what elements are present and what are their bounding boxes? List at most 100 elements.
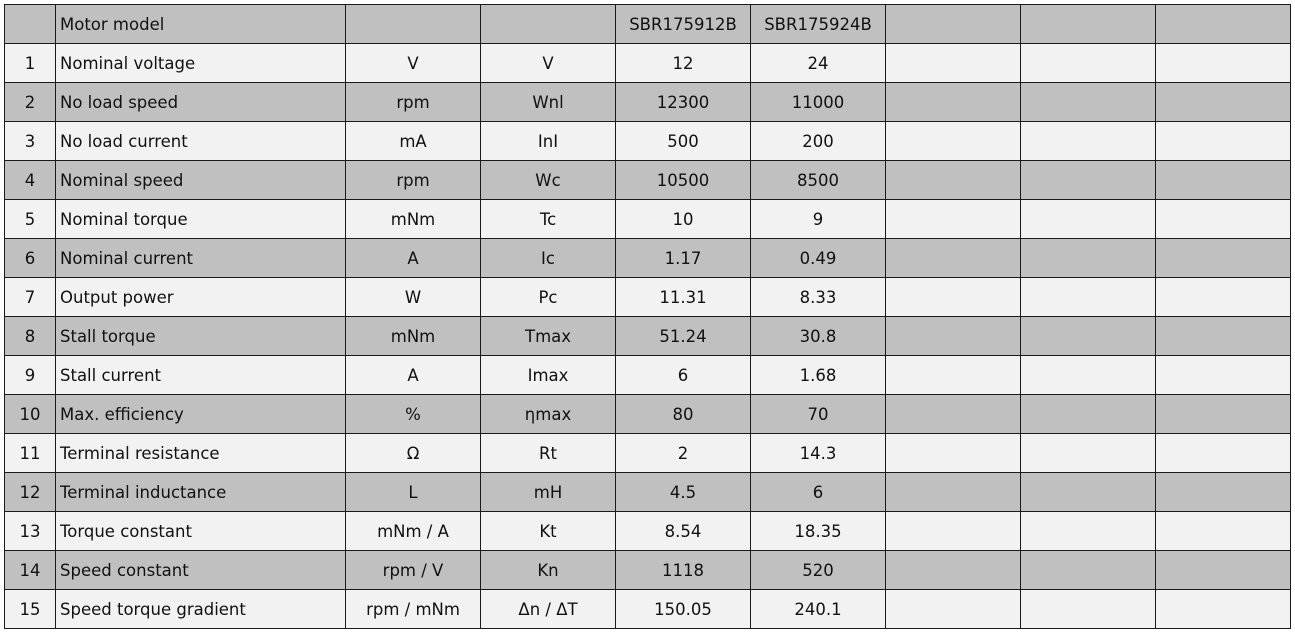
value-model-1: 500 — [615, 121, 751, 161]
value-model-2: 8500 — [750, 160, 886, 200]
symbol: Rt — [480, 433, 616, 473]
empty-cell — [1155, 394, 1291, 434]
model-header: SBR175912B — [615, 4, 751, 44]
empty-cell — [1155, 316, 1291, 356]
empty-cell — [1020, 277, 1156, 317]
symbol: InI — [480, 121, 616, 161]
row-number: 7 — [4, 277, 56, 317]
unit: Ω — [345, 433, 481, 473]
empty-cell — [885, 550, 1021, 590]
empty-cell — [1020, 82, 1156, 122]
parameter-name: Stall current — [55, 355, 346, 395]
empty-cell — [1020, 589, 1156, 629]
value-model-2: 8.33 — [750, 277, 886, 317]
unit: mA — [345, 121, 481, 161]
row-number: 5 — [4, 199, 56, 239]
parameter-name: Nominal voltage — [55, 43, 346, 83]
empty-cell — [885, 199, 1021, 239]
row-number: 12 — [4, 472, 56, 512]
empty-cell — [1155, 589, 1291, 629]
unit: rpm / mNm — [345, 589, 481, 629]
header-row: Motor model SBR175912B SBR175924B — [4, 4, 1291, 44]
empty-cell — [1020, 121, 1156, 161]
value-model-1: 11.31 — [615, 277, 751, 317]
empty-cell — [1020, 511, 1156, 551]
parameter-name: Speed torque gradient — [55, 589, 346, 629]
empty-cell — [1155, 43, 1291, 83]
value-model-1: 10500 — [615, 160, 751, 200]
value-model-1: 150.05 — [615, 589, 751, 629]
table-row: 6 Nominal current A Ic 1.17 0.49 — [4, 238, 1291, 278]
empty-cell — [1155, 160, 1291, 200]
unit: V — [345, 43, 481, 83]
empty-cell — [1020, 433, 1156, 473]
unit-header — [345, 4, 481, 44]
empty-cell — [1020, 160, 1156, 200]
empty-cell — [885, 238, 1021, 278]
index-header — [4, 4, 56, 44]
parameter-name: Nominal speed — [55, 160, 346, 200]
row-number: 15 — [4, 589, 56, 629]
symbol: mH — [480, 472, 616, 512]
empty-cell — [1020, 4, 1156, 44]
value-model-1: 1.17 — [615, 238, 751, 278]
table-row: 7 Output power W Pc 11.31 8.33 — [4, 277, 1291, 317]
value-model-1: 51.24 — [615, 316, 751, 356]
parameter-name: Stall torque — [55, 316, 346, 356]
symbol: Wnl — [480, 82, 616, 122]
empty-cell — [1155, 550, 1291, 590]
empty-cell — [1020, 472, 1156, 512]
empty-cell — [1155, 472, 1291, 512]
empty-cell — [1020, 394, 1156, 434]
value-model-2: 9 — [750, 199, 886, 239]
value-model-2: 520 — [750, 550, 886, 590]
row-number: 6 — [4, 238, 56, 278]
parameter-name: Nominal current — [55, 238, 346, 278]
table-row: 9 Stall current A Imax 6 1.68 — [4, 355, 1291, 395]
unit: mNm — [345, 316, 481, 356]
empty-cell — [885, 355, 1021, 395]
table-row: 1 Nominal voltage V V 12 24 — [4, 43, 1291, 83]
empty-cell — [885, 472, 1021, 512]
symbol: Δn / ΔT — [480, 589, 616, 629]
unit: rpm — [345, 160, 481, 200]
model-header: SBR175924B — [750, 4, 886, 44]
empty-cell — [1020, 238, 1156, 278]
value-model-1: 12300 — [615, 82, 751, 122]
symbol: Tc — [480, 199, 616, 239]
empty-cell — [885, 394, 1021, 434]
symbol: Wc — [480, 160, 616, 200]
value-model-1: 8.54 — [615, 511, 751, 551]
table-row: 2 No load speed rpm Wnl 12300 11000 — [4, 82, 1291, 122]
empty-cell — [1020, 550, 1156, 590]
row-number: 13 — [4, 511, 56, 551]
value-model-1: 10 — [615, 199, 751, 239]
value-model-1: 12 — [615, 43, 751, 83]
table-row: 4 Nominal speed rpm Wc 10500 8500 — [4, 160, 1291, 200]
unit: L — [345, 472, 481, 512]
symbol-header — [480, 4, 616, 44]
value-model-2: 70 — [750, 394, 886, 434]
empty-cell — [1155, 238, 1291, 278]
parameter-name: Terminal inductance — [55, 472, 346, 512]
empty-cell — [885, 82, 1021, 122]
empty-cell — [1155, 277, 1291, 317]
value-model-2: 11000 — [750, 82, 886, 122]
parameter-name: Nominal torque — [55, 199, 346, 239]
unit: A — [345, 238, 481, 278]
symbol: Pc — [480, 277, 616, 317]
empty-cell — [1155, 4, 1291, 44]
parameter-name: Speed constant — [55, 550, 346, 590]
unit: rpm / V — [345, 550, 481, 590]
row-number: 1 — [4, 43, 56, 83]
row-number: 8 — [4, 316, 56, 356]
table-row: 8 Stall torque mNm Tmax 51.24 30.8 — [4, 316, 1291, 356]
value-model-2: 1.68 — [750, 355, 886, 395]
unit: rpm — [345, 82, 481, 122]
parameter-name: No load current — [55, 121, 346, 161]
empty-cell — [1155, 82, 1291, 122]
row-number: 11 — [4, 433, 56, 473]
empty-cell — [1020, 316, 1156, 356]
value-model-2: 6 — [750, 472, 886, 512]
